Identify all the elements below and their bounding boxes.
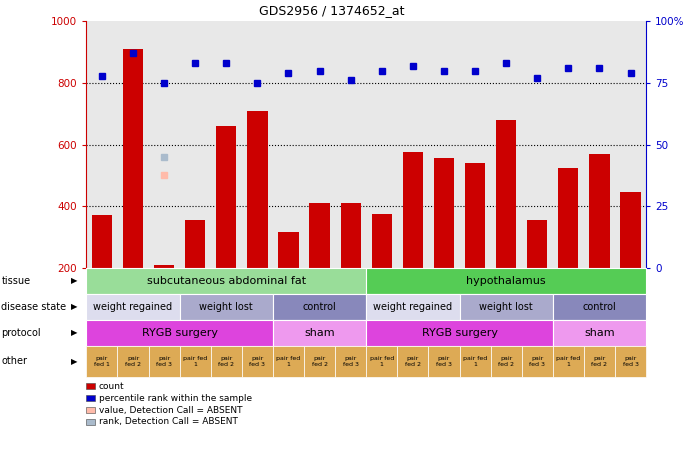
Bar — [621, 192, 641, 268]
Text: RYGB surgery: RYGB surgery — [142, 328, 218, 338]
Text: pair
fed 2: pair fed 2 — [498, 356, 514, 367]
Text: pair
fed 2: pair fed 2 — [312, 356, 328, 367]
Text: control: control — [583, 302, 616, 312]
Text: pair fed
1: pair fed 1 — [370, 356, 394, 367]
Text: pair
fed 3: pair fed 3 — [343, 356, 359, 367]
Bar — [341, 203, 361, 268]
Text: pair
fed 3: pair fed 3 — [249, 356, 265, 367]
Text: percentile rank within the sample: percentile rank within the sample — [99, 394, 252, 402]
Bar — [372, 214, 392, 268]
Bar — [247, 111, 267, 268]
Text: pair
fed 2: pair fed 2 — [591, 356, 607, 367]
Text: other: other — [1, 356, 28, 366]
Text: weight regained: weight regained — [93, 302, 173, 312]
Text: pair
fed 1: pair fed 1 — [94, 356, 110, 367]
Text: weight regained: weight regained — [373, 302, 453, 312]
Text: pair
fed 2: pair fed 2 — [218, 356, 234, 367]
Bar — [558, 168, 578, 268]
Bar — [185, 220, 205, 268]
Text: GDS2956 / 1374652_at: GDS2956 / 1374652_at — [259, 4, 404, 17]
Text: sham: sham — [304, 328, 335, 338]
Text: pair
fed 2: pair fed 2 — [125, 356, 141, 367]
Text: hypothalamus: hypothalamus — [466, 276, 546, 286]
Text: pair
fed 2: pair fed 2 — [405, 356, 421, 367]
Text: ▶: ▶ — [70, 276, 77, 285]
Bar — [527, 220, 547, 268]
Bar — [589, 154, 609, 268]
Text: ▶: ▶ — [70, 357, 77, 366]
Bar — [92, 216, 112, 268]
Text: protocol: protocol — [1, 328, 41, 338]
Bar — [434, 158, 454, 268]
Bar — [154, 265, 174, 268]
Text: rank, Detection Call = ABSENT: rank, Detection Call = ABSENT — [99, 418, 238, 426]
Text: pair
fed 3: pair fed 3 — [436, 356, 452, 367]
Text: value, Detection Call = ABSENT: value, Detection Call = ABSENT — [99, 406, 243, 414]
Text: pair fed
1: pair fed 1 — [183, 356, 207, 367]
Text: weight lost: weight lost — [200, 302, 253, 312]
Text: pair fed
1: pair fed 1 — [276, 356, 301, 367]
Text: pair fed
1: pair fed 1 — [556, 356, 580, 367]
Text: pair
fed 3: pair fed 3 — [623, 356, 638, 367]
Text: sham: sham — [584, 328, 615, 338]
Bar — [216, 126, 236, 268]
Bar — [496, 120, 516, 268]
Bar — [465, 163, 485, 268]
Text: pair
fed 3: pair fed 3 — [156, 356, 172, 367]
Text: RYGB surgery: RYGB surgery — [422, 328, 498, 338]
Text: control: control — [303, 302, 337, 312]
Text: pair fed
1: pair fed 1 — [463, 356, 487, 367]
Text: ▶: ▶ — [70, 302, 77, 311]
Text: weight lost: weight lost — [480, 302, 533, 312]
Text: subcutaneous abdominal fat: subcutaneous abdominal fat — [146, 276, 306, 286]
Text: pair
fed 3: pair fed 3 — [529, 356, 545, 367]
Bar — [278, 232, 299, 268]
Text: disease state: disease state — [1, 302, 66, 312]
Bar — [310, 203, 330, 268]
Text: count: count — [99, 382, 124, 391]
Bar — [123, 49, 143, 268]
Text: ▶: ▶ — [70, 328, 77, 337]
Text: tissue: tissue — [1, 276, 30, 286]
Bar — [403, 152, 423, 268]
